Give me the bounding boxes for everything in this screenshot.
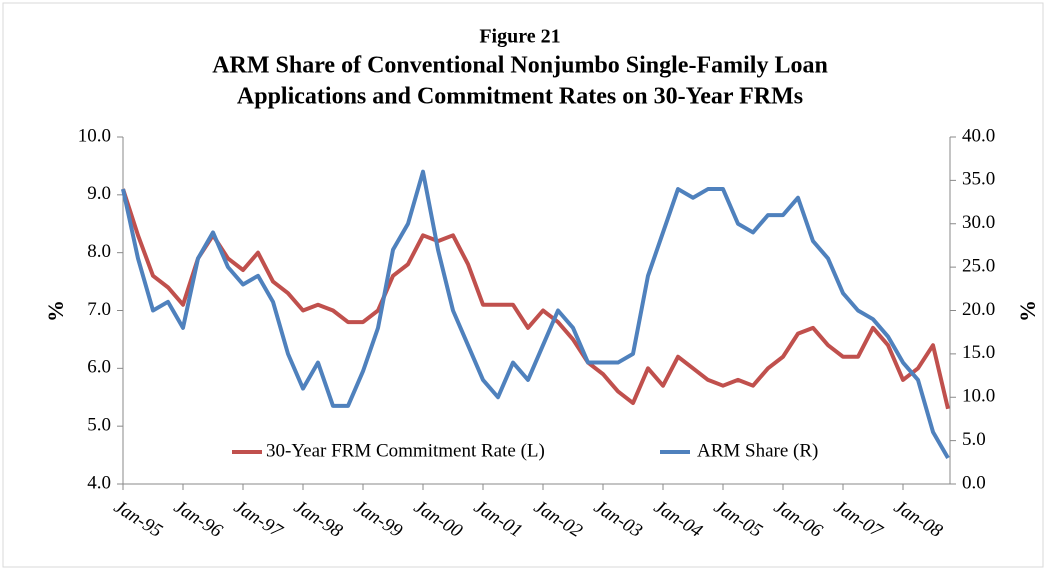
y2-tick-label: 35.0 [962, 169, 995, 190]
y-tick-label: 6.0 [87, 357, 111, 378]
y2-tick-label: 30.0 [962, 212, 995, 233]
y2-tick-label: 25.0 [962, 255, 995, 276]
y-tick-label: 8.0 [87, 241, 111, 262]
series-line [121, 169, 950, 459]
legend-label: ARM Share (R) [697, 440, 818, 461]
y2-tick-label: 10.0 [962, 386, 995, 407]
y2-tick-label: 40.0 [962, 125, 995, 146]
y-tick-label: 4.0 [87, 472, 111, 493]
y-tick-label: 9.0 [87, 183, 111, 204]
chart-title: ARM Share of Conventional Nonjumbo Singl… [212, 53, 828, 79]
series-line [121, 188, 950, 410]
y-axis-label: % [43, 300, 68, 322]
y-tick-label: 10.0 [78, 125, 111, 146]
y2-tick-label: 20.0 [962, 299, 995, 320]
y2-tick-label: 0.0 [962, 472, 986, 493]
chart-title: Applications and Commitment Rates on 30-… [237, 84, 803, 110]
y-tick-label: 7.0 [87, 299, 111, 320]
y-tick-label: 5.0 [87, 415, 111, 436]
y2-axis-label: % [1015, 300, 1040, 322]
y2-tick-label: 15.0 [962, 342, 995, 363]
legend-label: 30-Year FRM Commitment Rate (L) [266, 440, 545, 461]
chart-title: Figure 21 [479, 26, 560, 48]
y2-tick-label: 5.0 [962, 429, 986, 450]
